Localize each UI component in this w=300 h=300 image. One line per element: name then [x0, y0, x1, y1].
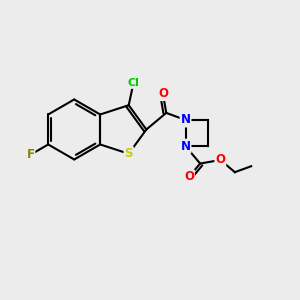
Text: S: S	[124, 147, 133, 160]
Text: Cl: Cl	[128, 78, 140, 88]
Text: N: N	[181, 113, 190, 127]
Text: O: O	[158, 87, 168, 100]
Text: N: N	[181, 140, 190, 153]
Text: O: O	[184, 170, 194, 183]
Text: F: F	[26, 148, 34, 161]
Text: O: O	[215, 154, 225, 166]
